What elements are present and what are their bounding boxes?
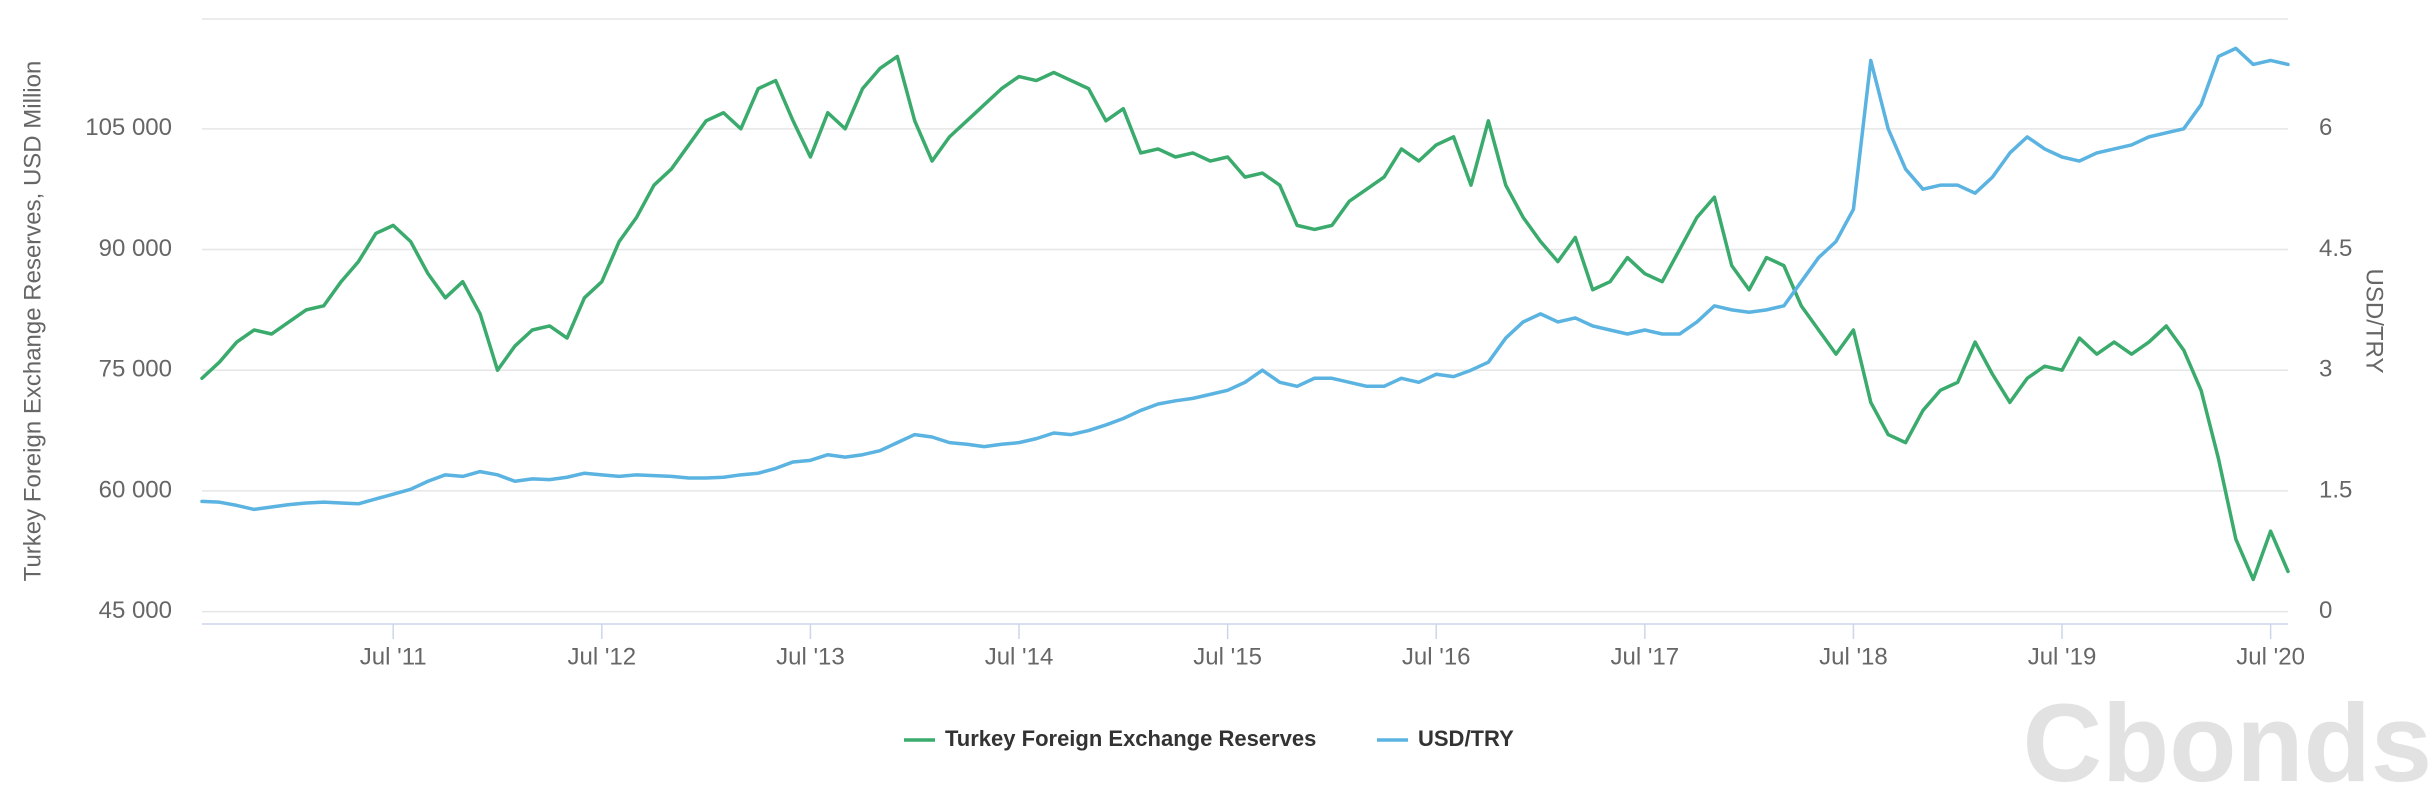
series-line bbox=[200, 46, 2290, 512]
x-tick-label: Jul '12 bbox=[568, 643, 637, 670]
y2-axis-title: USD/TRY bbox=[2361, 269, 2388, 374]
x-tick-label: Jul '11 bbox=[360, 643, 427, 670]
x-tick-label: Jul '19 bbox=[2028, 643, 2097, 670]
y-tick-label: 105 000 bbox=[85, 114, 172, 141]
x-tick-label: Jul '13 bbox=[776, 643, 845, 670]
legend-label[interactable]: Turkey Foreign Exchange Reserves bbox=[945, 726, 1316, 751]
y-tick-label: 60 000 bbox=[99, 476, 172, 503]
x-tick-label: Jul '16 bbox=[1402, 643, 1471, 670]
watermark: Cbonds bbox=[2023, 682, 2432, 800]
x-tick-label: Jul '17 bbox=[1611, 643, 1680, 670]
y2-tick-label: 3 bbox=[2319, 356, 2332, 383]
y2-tick-label: 4.5 bbox=[2319, 235, 2352, 262]
x-tick-label: Jul '18 bbox=[1819, 643, 1888, 670]
y2-tick-label: 1.5 bbox=[2319, 476, 2352, 503]
y-tick-label: 90 000 bbox=[99, 235, 172, 262]
y2-tick-label: 0 bbox=[2319, 597, 2332, 624]
y2-tick-label: 6 bbox=[2319, 114, 2332, 141]
legend-label[interactable]: USD/TRY bbox=[1418, 726, 1514, 751]
y-axis-title: Turkey Foreign Exchange Reserves, USD Mi… bbox=[19, 61, 46, 582]
series-line bbox=[200, 54, 2290, 582]
x-tick-label: Jul '14 bbox=[985, 643, 1054, 670]
x-tick-label: Jul '20 bbox=[2236, 643, 2305, 670]
y-tick-label: 75 000 bbox=[99, 356, 172, 383]
y-tick-label: 45 000 bbox=[99, 597, 172, 624]
x-tick-label: Jul '15 bbox=[1193, 643, 1262, 670]
